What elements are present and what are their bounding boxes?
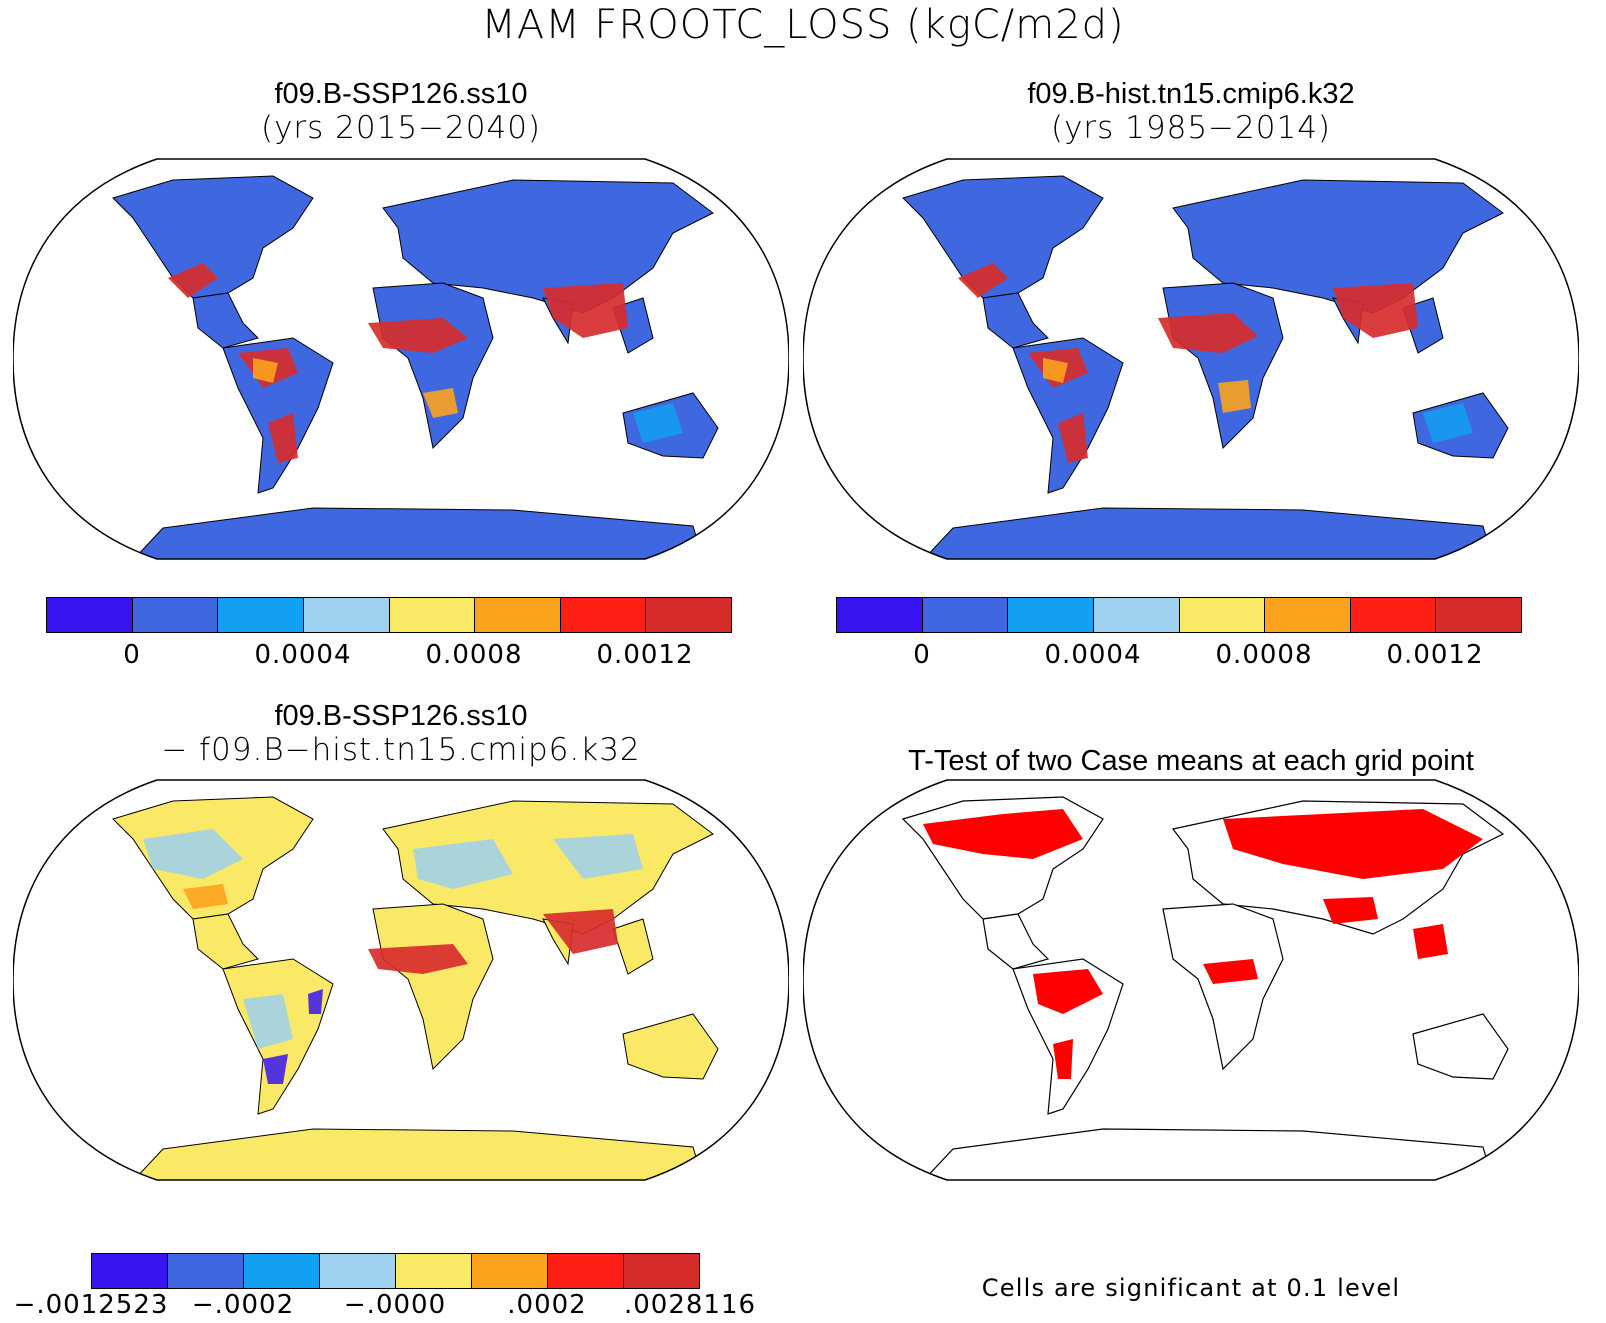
- land-layer: [112, 175, 719, 559]
- colorbar-seg-1: [837, 598, 923, 632]
- colorbar-label: 0.0004: [1044, 640, 1142, 670]
- colorbar-label: −.0000: [343, 1290, 447, 1320]
- panel-title-bottom-left: f09.B-SSP126.ss10 − f09.B−hist.tn15.cmip…: [13, 700, 789, 769]
- colorbar-seg-7: [1350, 598, 1437, 632]
- land-layer: [902, 175, 1509, 559]
- ttest-title: T-Test of two Case means at each grid po…: [908, 745, 1474, 777]
- map-frame: [803, 158, 1579, 560]
- colorbar-seg-6: [1265, 598, 1351, 632]
- colorbar-seg-2: [922, 598, 1009, 632]
- map-frame: [13, 158, 789, 560]
- map-frame: [803, 779, 1579, 1181]
- colorbar-seg-4: [303, 598, 390, 632]
- main-title: MAM FROOTC_LOSS (kgC/m2d): [481, 2, 1125, 48]
- colorbar-bottom-left: [91, 1253, 700, 1289]
- map-svg-top-right: [803, 158, 1579, 560]
- colorbar-seg-2: [168, 1254, 244, 1288]
- anomalies: [143, 829, 643, 1084]
- colorbar-label: 0.0008: [425, 640, 523, 670]
- panel-title-line2: − f09.B−hist.tn15.cmip6.k32: [161, 732, 641, 769]
- colorbar-seg-4: [320, 1254, 396, 1288]
- panel-title-top-left: f09.B-SSP126.ss10 (yrs 2015−2040): [13, 78, 789, 147]
- panel-title-line2: (yrs 2015−2040): [260, 110, 542, 147]
- significant-cells: [923, 809, 1483, 1079]
- colorbar-seg-4: [1093, 598, 1180, 632]
- colorbar-seg-1: [47, 598, 133, 632]
- colorbar-seg-5: [1179, 598, 1266, 632]
- colorbar-seg-3: [1008, 598, 1094, 632]
- panel-title-line2: (yrs 1985−2014): [1050, 110, 1332, 147]
- colorbar-seg-8: [1436, 598, 1521, 632]
- colorbar-label: −.0012523: [13, 1290, 169, 1320]
- colorbar-seg-5: [396, 1254, 472, 1288]
- colorbar-seg-2: [132, 598, 219, 632]
- map-frame: [13, 779, 789, 1181]
- colorbar-label: 0.0008: [1215, 640, 1313, 670]
- colorbar-label: 0: [123, 640, 141, 670]
- colorbar-seg-5: [389, 598, 476, 632]
- colorbar-label: 0.0004: [254, 640, 352, 670]
- map-svg-bottom-left: [13, 779, 789, 1181]
- hotspots: [958, 263, 1473, 463]
- map-svg-bottom-right: [803, 779, 1579, 1181]
- colorbar-label: .0028116: [623, 1290, 757, 1320]
- map-bottom-right: [803, 779, 1579, 1181]
- colorbar-seg-7: [548, 1254, 624, 1288]
- panel-title-line1: f09.B-SSP126.ss10: [274, 78, 528, 110]
- panel-title-top-right: f09.B-hist.tn15.cmip6.k32 (yrs 1985−2014…: [803, 78, 1579, 147]
- map-bottom-left: [13, 779, 789, 1181]
- colorbar-seg-1: [92, 1254, 168, 1288]
- map-svg-top-left: [13, 158, 789, 560]
- colorbar-top-left: [46, 597, 732, 633]
- colorbar-seg-8: [646, 598, 731, 632]
- colorbar-label: 0.0012: [1386, 640, 1484, 670]
- map-top-right: [803, 158, 1579, 560]
- colorbar-seg-6: [472, 1254, 548, 1288]
- colorbar-label: −.0002: [191, 1290, 295, 1320]
- colorbar-seg-3: [244, 1254, 320, 1288]
- panel-title-line1: f09.B-hist.tn15.cmip6.k32: [1027, 78, 1355, 110]
- hotspots: [168, 263, 683, 463]
- colorbar-label: 0.0012: [596, 640, 694, 670]
- colorbar-seg-3: [218, 598, 304, 632]
- colorbar-seg-6: [475, 598, 561, 632]
- colorbar-label: .0002: [507, 1290, 587, 1320]
- colorbar-top-right: [836, 597, 1522, 633]
- panel-title-line1: f09.B-SSP126.ss10: [274, 700, 528, 732]
- colorbar-seg-7: [560, 598, 647, 632]
- map-top-left: [13, 158, 789, 560]
- significance-note: Cells are significant at 0.1 level: [981, 1274, 1401, 1302]
- colorbar-label: 0: [913, 640, 931, 670]
- colorbar-seg-8: [624, 1254, 699, 1288]
